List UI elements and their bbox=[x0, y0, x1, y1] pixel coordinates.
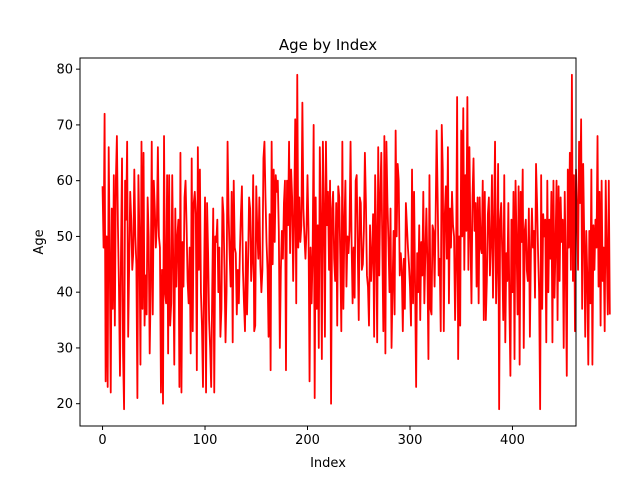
y-tick-label: 40 bbox=[56, 286, 73, 301]
x-tick-label: 200 bbox=[295, 433, 320, 448]
y-tick-label: 50 bbox=[56, 230, 73, 245]
y-tick-label: 20 bbox=[56, 397, 73, 412]
x-tick-label: 100 bbox=[193, 433, 218, 448]
y-tick-label: 60 bbox=[56, 174, 73, 189]
x-tick-label: 0 bbox=[98, 433, 106, 448]
x-axis-label: Index bbox=[310, 456, 346, 471]
x-tick-label: 400 bbox=[500, 433, 525, 448]
x-tick-label: 300 bbox=[398, 433, 423, 448]
chart-title: Age by Index bbox=[279, 36, 377, 54]
y-axis-label: Age bbox=[32, 229, 47, 254]
y-tick-label: 30 bbox=[56, 341, 73, 356]
y-tick-label: 70 bbox=[56, 118, 73, 133]
y-tick-label: 80 bbox=[56, 63, 73, 78]
